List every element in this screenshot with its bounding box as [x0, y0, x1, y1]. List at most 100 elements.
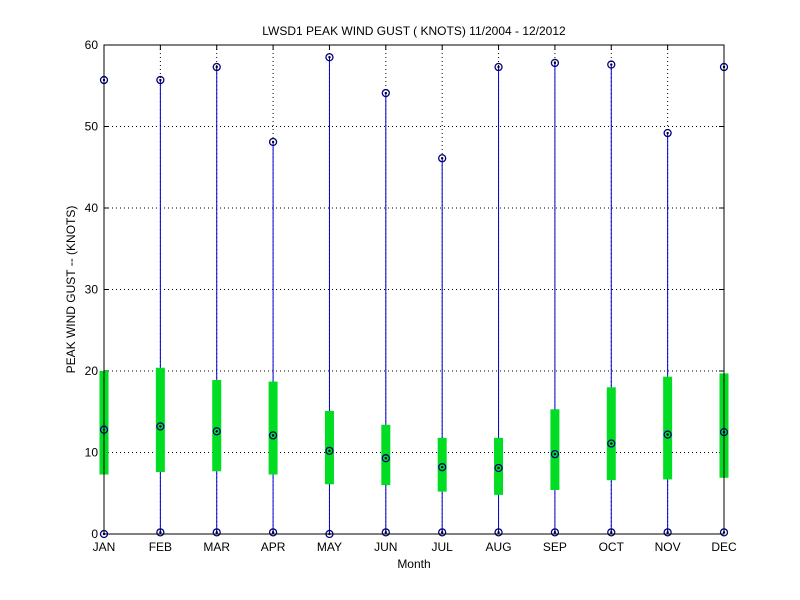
median-marker-dot [440, 465, 444, 469]
y-tick-label: 20 [85, 364, 99, 378]
median-marker-dot [610, 442, 613, 445]
min-marker-dot [384, 531, 388, 534]
median-marker-dot [328, 449, 331, 453]
iqr-box [663, 376, 673, 480]
max-marker-dot [440, 157, 444, 160]
max-marker [325, 53, 334, 62]
max-marker [212, 62, 221, 72]
y-tick-labels: 0 10 20 30 40 50 60 [85, 38, 99, 541]
min-marker [381, 528, 390, 537]
iqr-box [212, 379, 222, 472]
min-marker [550, 528, 560, 537]
box-aug [494, 62, 504, 537]
median-marker-dot [159, 425, 162, 428]
median-marker [663, 430, 672, 439]
median-marker-dot [384, 457, 388, 460]
x-tick-label: JUN [374, 540, 397, 554]
box-jun [381, 88, 391, 537]
min-marker [494, 528, 503, 537]
iqr-box [437, 437, 447, 492]
median-marker-dot [497, 466, 500, 470]
box-oct [606, 60, 616, 537]
median-marker [550, 449, 560, 459]
min-marker [212, 528, 221, 537]
max-marker [494, 62, 503, 72]
iqr-box [550, 409, 560, 490]
x-tick-labels: JAN FEB MAR APR MAY JUN JUL AUG SEP OCT NOV DEC [93, 540, 737, 554]
max-marker [607, 60, 616, 69]
max-marker-dot [610, 63, 613, 66]
min-marker [438, 528, 447, 537]
min-marker-dot [497, 531, 500, 534]
plot-marks [99, 53, 729, 539]
max-marker-dot [553, 61, 557, 65]
x-tick-label: MAY [317, 540, 342, 554]
x-tick-label: APR [261, 540, 286, 554]
x-tick-label: AUG [486, 540, 512, 554]
y-axis-label: PEAK WIND GUST -- (KNOTS) [64, 206, 78, 374]
median-marker [381, 454, 390, 463]
min-marker-dot [666, 531, 669, 534]
max-marker [268, 137, 278, 147]
max-marker [663, 128, 672, 138]
chart-title: LWSD1 PEAK WIND GUST ( KNOTS) 11/2004 - … [262, 24, 566, 38]
iqr-box [155, 367, 165, 473]
x-tick-label: SEP [543, 540, 567, 554]
axes-frame [103, 44, 725, 535]
x-tick-label: FEB [149, 540, 172, 554]
x-tick-label: MAR [203, 540, 230, 554]
box-mar [212, 62, 222, 537]
median-marker [212, 427, 221, 436]
y-tick-label: 40 [85, 201, 99, 215]
median-marker [268, 431, 278, 440]
max-marker [156, 75, 165, 85]
median-marker-dot [553, 452, 557, 456]
box-feb [155, 75, 165, 537]
y-tick-label: 0 [91, 527, 98, 541]
max-marker [381, 88, 390, 98]
x-tick-label: NOV [655, 540, 681, 554]
max-marker-dot [159, 78, 162, 82]
min-marker [156, 528, 165, 537]
median-marker [607, 439, 616, 448]
box-may [324, 53, 334, 539]
box-apr [268, 137, 278, 537]
max-marker-dot [497, 65, 500, 69]
median-marker [438, 463, 447, 472]
max-marker-dot [215, 65, 218, 69]
min-marker-dot [440, 531, 444, 534]
x-tick-label: DEC [711, 540, 737, 554]
y-tick-label: 30 [85, 283, 99, 297]
median-marker-dot [666, 433, 669, 436]
y-tick-label: 60 [85, 38, 99, 52]
min-marker-dot [215, 531, 218, 534]
box-sep [550, 58, 560, 537]
median-marker [325, 446, 334, 456]
min-marker [663, 528, 672, 537]
max-marker-dot [328, 56, 331, 59]
x-axis-label: Month [397, 557, 430, 571]
iqr-box [268, 381, 278, 475]
x-tick-label: OCT [599, 540, 625, 554]
box-jul [437, 154, 447, 537]
iqr-box [494, 437, 504, 495]
x-tick-label: JUL [432, 540, 454, 554]
median-marker [156, 422, 165, 431]
grid-lines [103, 44, 725, 535]
y-tick-label: 50 [85, 120, 99, 134]
max-marker-dot [271, 140, 275, 144]
x-tick-label: JAN [93, 540, 116, 554]
median-marker-dot [215, 430, 218, 433]
iqr-box [606, 387, 616, 481]
min-marker-dot [610, 531, 613, 534]
max-marker-dot [384, 91, 388, 95]
max-marker [438, 154, 447, 163]
y-tick-label: 10 [85, 446, 99, 460]
min-marker-dot [553, 531, 557, 534]
median-marker [494, 463, 503, 473]
min-marker [607, 528, 616, 537]
box-nov [663, 128, 673, 537]
max-marker-dot [666, 131, 669, 135]
median-marker-dot [271, 434, 275, 437]
